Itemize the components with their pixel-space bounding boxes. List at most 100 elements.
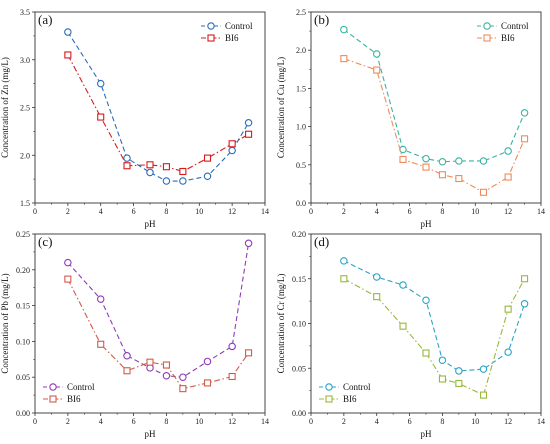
y-tick-label: 0.05	[16, 373, 30, 382]
data-point	[245, 130, 253, 138]
x-tick-label: 6	[408, 417, 412, 426]
x-tick-label: 12	[228, 417, 236, 426]
y-tick-label: 0.05	[292, 364, 306, 373]
series-bi6	[340, 275, 529, 399]
series-line	[343, 260, 526, 372]
data-point	[203, 172, 212, 181]
legend: Control BI6	[477, 21, 529, 43]
data-point	[179, 177, 187, 185]
y-tick-label: 3.0	[20, 56, 30, 65]
data-point	[479, 188, 488, 196]
data-point	[123, 351, 131, 360]
data-point	[340, 257, 348, 265]
data-point	[438, 157, 447, 166]
y-tick-label: 2.5	[20, 104, 30, 113]
series-line	[343, 278, 526, 396]
data-point	[422, 163, 430, 171]
y-tick-label: 0.5	[296, 161, 306, 170]
y-tick-label: 0.0	[296, 199, 306, 208]
data-point	[64, 258, 72, 267]
series-control	[64, 28, 253, 185]
data-point	[438, 171, 446, 179]
data-point	[438, 356, 447, 364]
x-tick-label: 12	[228, 207, 236, 216]
x-tick-label: 8	[440, 417, 444, 426]
data-point	[228, 140, 236, 148]
series-line	[67, 54, 249, 173]
legend-marker	[49, 395, 57, 403]
legend-marker	[483, 34, 491, 42]
y-tick-label: 2.0	[20, 151, 30, 160]
x-tick-label: 6	[132, 417, 136, 426]
y-axis-title: Concentration of Pb (mg/L)	[0, 273, 10, 373]
legend-label: BI6	[501, 33, 515, 43]
x-tick-label: 10	[195, 417, 203, 426]
y-tick-label: 0.15	[16, 302, 30, 311]
x-tick-label: 8	[164, 417, 168, 426]
x-tick-label: 2	[342, 207, 346, 216]
y-tick-label: 0.00	[16, 409, 30, 418]
y-tick-label: 1.5	[296, 84, 306, 93]
data-point	[422, 349, 430, 357]
data-point	[146, 358, 154, 366]
data-point	[399, 322, 407, 330]
data-point	[228, 342, 236, 351]
x-tick-label: 2	[66, 417, 70, 426]
panel-label: (d)	[314, 234, 329, 249]
data-point	[520, 109, 529, 117]
y-tick-label: 0.20	[16, 266, 30, 275]
x-tick-label: 0	[33, 417, 37, 426]
series-line	[343, 58, 526, 193]
data-point	[64, 51, 72, 59]
series-control	[340, 25, 529, 166]
legend-marker	[483, 22, 491, 30]
legend-label: Control	[501, 21, 529, 31]
data-point	[340, 55, 348, 63]
data-point	[521, 135, 529, 143]
data-point	[179, 385, 187, 393]
x-axis-title: pH	[421, 219, 433, 229]
series-control	[64, 239, 253, 381]
x-tick-label: 8	[440, 207, 444, 216]
x-tick-label: 4	[375, 207, 379, 216]
legend-label: BI6	[225, 33, 239, 43]
series-bi6	[340, 55, 529, 196]
legend-marker	[49, 383, 57, 391]
data-point	[422, 296, 430, 304]
x-tick-label: 2	[342, 417, 346, 426]
x-tick-label: 0	[309, 207, 313, 216]
data-point	[123, 162, 131, 170]
x-tick-label: 4	[99, 207, 103, 216]
legend-label: Control	[67, 382, 95, 392]
legend-marker	[207, 22, 215, 30]
x-tick-label: 12	[504, 207, 512, 216]
data-point	[340, 275, 348, 283]
legend: Control BI6	[319, 382, 371, 404]
x-tick-label: 10	[195, 207, 203, 216]
series-bi6	[64, 51, 253, 176]
x-axis-title: pH	[145, 429, 157, 439]
series-line	[67, 243, 250, 378]
data-point	[162, 163, 170, 171]
x-tick-label: 6	[132, 207, 136, 216]
panel-label: (c)	[38, 234, 52, 249]
data-point	[340, 25, 348, 34]
data-point	[373, 66, 381, 74]
legend-label: BI6	[343, 394, 357, 404]
y-tick-label: 0.25	[16, 230, 30, 239]
data-point	[479, 365, 488, 373]
data-point	[504, 173, 512, 181]
data-point	[244, 119, 253, 127]
chart-panel-b: 0 2 4 6 8 10 12 14 0.0 0.5 1.0 1.5 2.0 2.5 pH Concentra…	[276, 8, 545, 229]
y-tick-label: 0.15	[292, 275, 306, 284]
data-point	[455, 157, 463, 165]
data-point	[203, 379, 212, 387]
data-point	[455, 379, 463, 388]
data-point	[97, 113, 105, 121]
data-point	[244, 239, 253, 248]
data-point	[479, 391, 488, 399]
data-point	[203, 357, 212, 366]
series-line	[67, 31, 250, 182]
chart-panel-c: 0 2 4 6 8 10 12 14 0.00 0.05 0.10 0.15 0.20 0.25 pH Con…	[0, 230, 269, 439]
y-axis-title: Concentration of Zn (mg/L)	[0, 57, 10, 158]
